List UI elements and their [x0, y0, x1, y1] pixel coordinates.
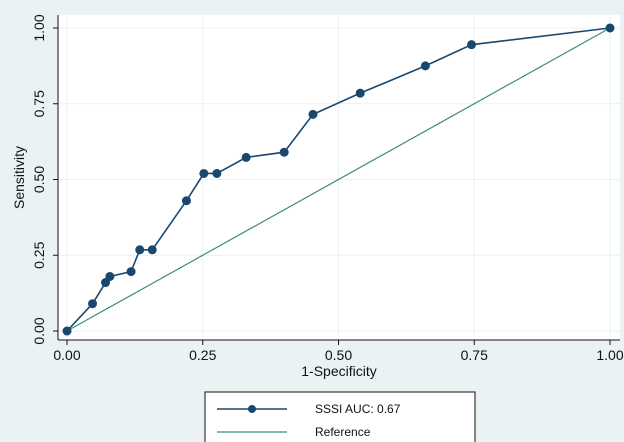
y-tick-label: 0.25 [31, 241, 47, 268]
data-point [241, 152, 251, 162]
y-tick-label: 0.50 [31, 166, 47, 193]
y-axis-title: Sensitivity [11, 146, 27, 209]
x-tick-label: 0.25 [189, 347, 216, 363]
data-point [308, 109, 318, 119]
data-point [105, 271, 115, 281]
data-point [62, 326, 72, 336]
tick-labels: 0.00 0.25 0.50 0.75 1.00 0.00 0.25 0.50 0.75 1.00 [31, 14, 624, 363]
series-line [66, 27, 611, 332]
data-point [212, 168, 222, 178]
x-axis-title: 1-Specificity [301, 363, 376, 379]
data-point [279, 147, 289, 157]
data-point [181, 196, 191, 206]
legend: SSSI AUC: 0.67 Reference [204, 391, 476, 442]
legend-label: Reference [315, 425, 371, 439]
data-point [420, 61, 430, 71]
legend-box [204, 391, 476, 442]
x-tick-label: 0.75 [461, 347, 488, 363]
x-tick-label: 0.00 [53, 347, 80, 363]
x-tick-label: 1.00 [596, 347, 623, 363]
data-point [126, 267, 136, 277]
data-point [147, 245, 157, 255]
data-point [467, 40, 477, 50]
legend-label: SSSI AUC: 0.67 [315, 402, 401, 416]
data-point [199, 168, 209, 178]
y-tick-label: 0.75 [31, 90, 47, 117]
data-point [605, 23, 615, 33]
data-point [355, 88, 365, 98]
y-tick-label: 1.00 [31, 14, 47, 41]
series-layer [62, 23, 615, 336]
data-point [88, 299, 98, 309]
data-point [101, 278, 111, 288]
legend-swatch-marker [248, 405, 256, 413]
x-tick-label: 0.50 [325, 347, 352, 363]
axes [53, 15, 620, 345]
data-point [135, 245, 145, 255]
y-tick-label: 0.00 [31, 317, 47, 344]
